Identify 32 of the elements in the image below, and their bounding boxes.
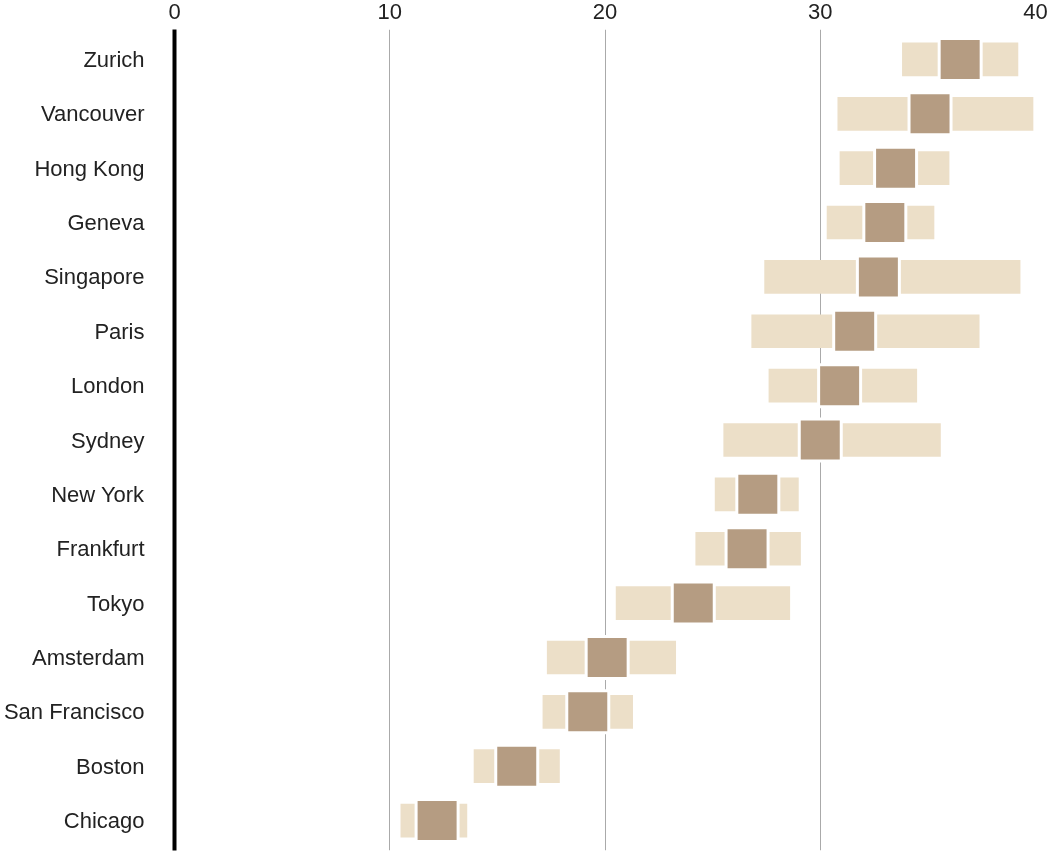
y-tick-label: Frankfurt — [56, 536, 145, 562]
y-tick-label: San Francisco — [3, 699, 145, 725]
y-tick-label: Zurich — [83, 46, 145, 72]
y-tick-label: Boston — [76, 753, 145, 779]
y-tick-label: Singapore — [44, 264, 145, 290]
point — [735, 471, 781, 517]
point — [565, 689, 611, 735]
x-tick-label: 40 — [1023, 0, 1048, 24]
point — [724, 526, 770, 572]
y-tick-label: Chicago — [63, 808, 145, 834]
y-tick-label: Amsterdam — [32, 644, 145, 670]
point — [873, 145, 919, 191]
point — [797, 417, 843, 463]
x-tick-label: 20 — [592, 0, 618, 24]
y-tick-label: Tokyo — [87, 590, 145, 616]
y-tick-label: New York — [51, 481, 146, 507]
x-tick-label: 10 — [377, 0, 402, 24]
y-tick-label: Hong Kong — [34, 155, 145, 181]
point — [817, 363, 863, 409]
x-tick-label: 30 — [808, 0, 833, 24]
point — [584, 634, 630, 680]
x-tick-label: 0 — [168, 0, 181, 24]
y-tick-label: Geneva — [67, 210, 146, 236]
y-tick-label: London — [71, 373, 145, 399]
point — [907, 91, 953, 137]
point — [494, 743, 540, 789]
y-tick-label: Sydney — [71, 427, 145, 453]
y-tick-label: Vancouver — [40, 101, 145, 127]
point — [832, 308, 878, 354]
point — [670, 580, 716, 626]
y-tick-label: Paris — [94, 318, 145, 344]
point — [855, 254, 901, 300]
